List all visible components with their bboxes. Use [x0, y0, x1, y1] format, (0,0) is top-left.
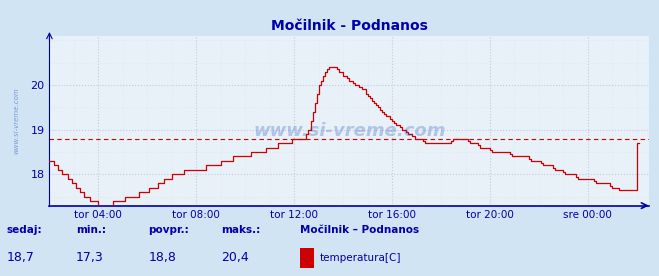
Text: 17,3: 17,3 [76, 251, 103, 264]
Text: sedaj:: sedaj: [7, 225, 42, 235]
Text: 18,8: 18,8 [148, 251, 176, 264]
Text: povpr.:: povpr.: [148, 225, 189, 235]
Text: www.si-vreme.com: www.si-vreme.com [253, 122, 445, 140]
Text: maks.:: maks.: [221, 225, 260, 235]
Text: www.si-vreme.com: www.si-vreme.com [13, 87, 20, 154]
Title: Močilnik - Podnanos: Močilnik - Podnanos [271, 19, 428, 33]
Text: 18,7: 18,7 [7, 251, 34, 264]
Text: 20,4: 20,4 [221, 251, 248, 264]
Text: temperatura[C]: temperatura[C] [320, 253, 401, 263]
Text: min.:: min.: [76, 225, 106, 235]
Text: Močilnik – Podnanos: Močilnik – Podnanos [300, 225, 419, 235]
